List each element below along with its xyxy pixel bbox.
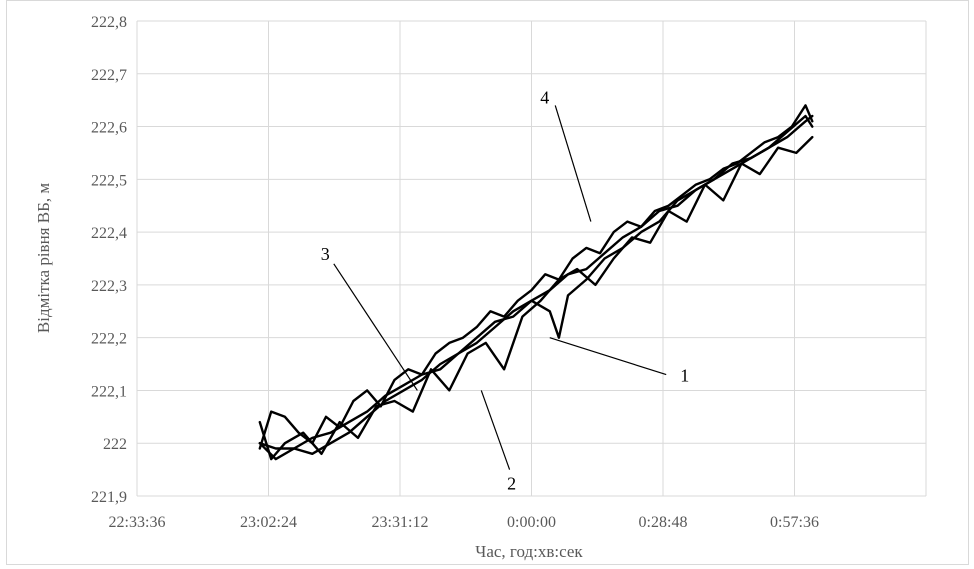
- y-tick-label: 222,8: [91, 14, 127, 31]
- y-tick-label: 222,2: [91, 331, 127, 348]
- y-tick-label: 222: [103, 436, 127, 453]
- gridlines: [136, 20, 927, 497]
- annotation-label-1: 1: [680, 366, 689, 386]
- x-tick-label: 23:02:24: [240, 514, 297, 531]
- y-tick-label: 222,3: [91, 278, 127, 295]
- x-tick-label: 0:00:00: [507, 514, 556, 531]
- x-axis-tick-labels: 22:33:36 23:02:24 23:31:12 0:00:00 0:28:48 0:…: [109, 514, 819, 531]
- annotation-leader-line: [333, 263, 418, 391]
- annotation-label-2: 2: [507, 474, 516, 494]
- annotation-leader-line: [480, 390, 511, 470]
- y-axis-tick-labels: 221,9 222 222,1 222,2 222,3 222,4 222,5 222,6 22…: [91, 14, 127, 506]
- annotation-label-3: 3: [321, 244, 330, 264]
- y-tick-label: 222,4: [91, 225, 127, 242]
- y-tick-label: 222,7: [91, 67, 127, 84]
- annotation-leader-line: [549, 337, 667, 376]
- x-tick-label: 22:33:36: [109, 514, 166, 531]
- series-line-4: [258, 104, 814, 450]
- y-axis-title: Відмітка рівня ВБ, м: [34, 183, 53, 333]
- y-tick-label: 222,1: [91, 383, 127, 400]
- annotation-leader-line: [554, 105, 592, 222]
- series-line-1: [258, 114, 814, 455]
- annotations: 1 2 3 4: [321, 87, 689, 493]
- x-tick-label: 0:57:36: [770, 514, 819, 531]
- chart-border: [6, 0, 969, 565]
- series-line-3: [258, 135, 814, 461]
- annotation-label-4: 4: [540, 87, 549, 107]
- series-lines: [258, 104, 814, 461]
- y-tick-label: 221,9: [91, 489, 127, 506]
- x-tick-label: 0:28:48: [639, 514, 688, 531]
- y-tick-label: 222,5: [91, 172, 127, 189]
- x-axis-title: Час, год:хв:сек: [475, 542, 583, 561]
- x-tick-label: 23:31:12: [372, 514, 429, 531]
- y-tick-label: 222,6: [91, 120, 127, 137]
